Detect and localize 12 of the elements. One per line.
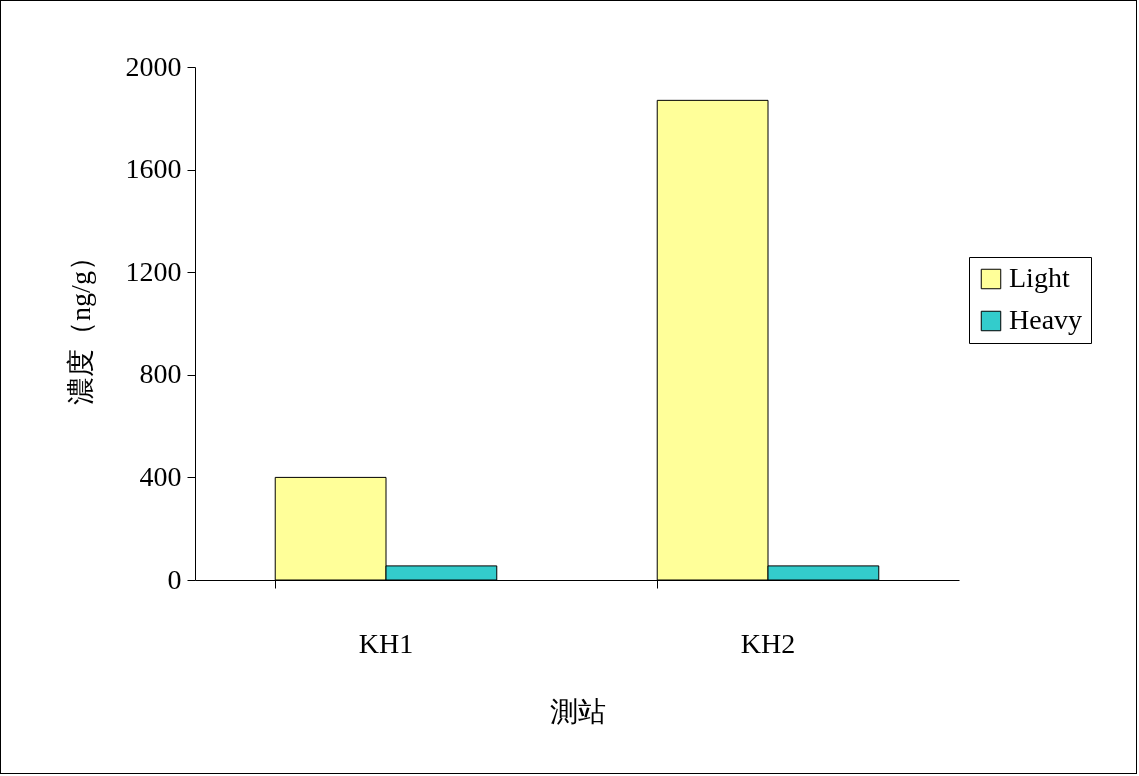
y-tick-label: 1600 [125, 153, 182, 185]
x-tick-label: KH2 [740, 627, 796, 659]
legend-label: Heavy [1009, 304, 1083, 335]
x-axis-title: 測站 [549, 695, 606, 727]
y-tick-label: 400 [139, 460, 182, 492]
y-tick-label: 2000 [125, 50, 182, 82]
y-tick-label: 1200 [125, 255, 182, 287]
y-axis-title: 濃度（ng/g） [64, 243, 96, 405]
y-tick-label: 0 [167, 563, 182, 595]
x-tick-label: KH1 [358, 627, 414, 659]
y-tick-label: 800 [139, 358, 182, 390]
legend-label: Light [1009, 262, 1070, 293]
